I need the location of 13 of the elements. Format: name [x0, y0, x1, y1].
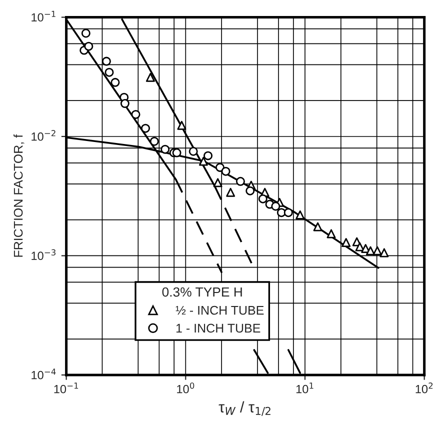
x-axis-title: τ$_{W}$ / τ$_{1/2}$ [218, 401, 270, 416]
legend-label: 1 - INCH TUBE [176, 324, 260, 333]
y-tick-label: 10$^{−2}$ [32, 130, 56, 141]
legend-title: 0.3% TYPE H [162, 287, 242, 297]
x-tick-label: 10$^{−1}$ [54, 382, 78, 394]
x-tick-label: 10$^{1}$ [296, 382, 314, 394]
y-axis-title: FRICTION FACTOR, f [14, 134, 24, 257]
legend-label: ½ - INCH TUBE [176, 306, 264, 315]
y-tick-label: 10$^{−3}$ [32, 249, 56, 260]
y-tick-label: 10$^{−1}$ [32, 10, 56, 22]
x-tick-label: 10$^{0}$ [177, 382, 194, 394]
y-tick-label: 10$^{−4}$ [32, 368, 56, 380]
x-tick-label: 10$^{2}$ [416, 382, 433, 394]
